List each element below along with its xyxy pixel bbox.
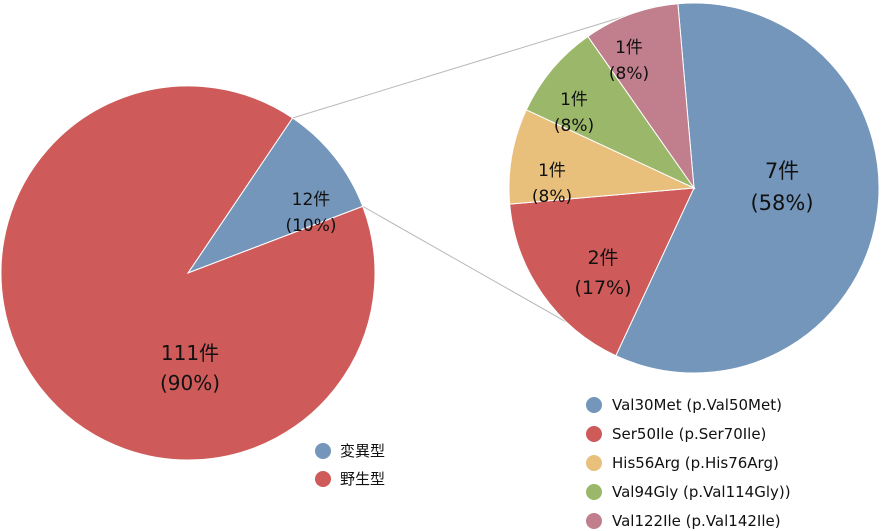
main-slice-percent-label: (90%) [160,371,220,395]
legend-swatch [315,471,331,487]
legend-item-label: His56Arg (p.His76Arg) [612,454,779,472]
main-slice-mutant [186,117,364,275]
main-slice-count-label: 12件 [292,190,331,210]
detail-slice-count-label: 7件 [765,159,799,183]
legend-item-label: Ser50Ile (p.Ser70Ile) [612,425,766,443]
detail-slice-percent-label: (58%) [750,191,813,215]
detail-slice-val122ile [587,3,695,190]
detail-slice-his56arg [508,109,696,205]
detail-slice-val30met [615,2,880,374]
connector-line-top [292,6,656,119]
detail-slice-val94gly [525,35,696,190]
main-pie [0,85,376,461]
main-slice-wild-type [0,85,376,461]
legend-item-label: Val94Gly (p.Val114Gly)) [612,483,791,501]
legend-item-label: 野生型 [340,470,385,488]
main-slice-count-label: 111件 [161,341,219,365]
legend-swatch [586,426,602,442]
detail-slice-count-label: 2件 [587,247,618,269]
legend-item-label: Val122Ile (p.Val142Ile) [612,512,781,530]
detail-slice-percent-label: (8%) [532,187,572,207]
legend-swatch [586,513,602,529]
legend-item-label: 変異型 [340,442,385,460]
detail-slice-percent-label: (8%) [554,116,594,136]
legend-item-label: Val30Met (p.Val50Met) [612,396,782,414]
detail-slice-count-label: 1件 [538,161,566,181]
detail-slice-count-label: 1件 [615,38,643,58]
detail-pie-labels: 7件 (58%) 2件 (17%) 1件 (8%) 1件 (8%) 1件 (8%) [532,38,814,299]
detail-slice-percent-label: (17%) [574,277,631,299]
detail-slice-ser50ile [509,187,695,357]
detail-slice-percent-label: (8%) [609,64,649,84]
legend-swatch [586,484,602,500]
main-pie-labels: 12件 (10%) 111件 (90%) [160,190,337,395]
detail-slice-count-label: 1件 [560,90,588,110]
legend-swatch [315,443,331,459]
main-slice-percent-label: (10%) [285,216,336,236]
legend-swatch [586,455,602,471]
detail-pie [508,2,880,374]
legend-swatch [586,397,602,413]
detail-legend: Val30Met (p.Val50Met) Ser50Ile (p.Ser70Il… [586,396,791,530]
